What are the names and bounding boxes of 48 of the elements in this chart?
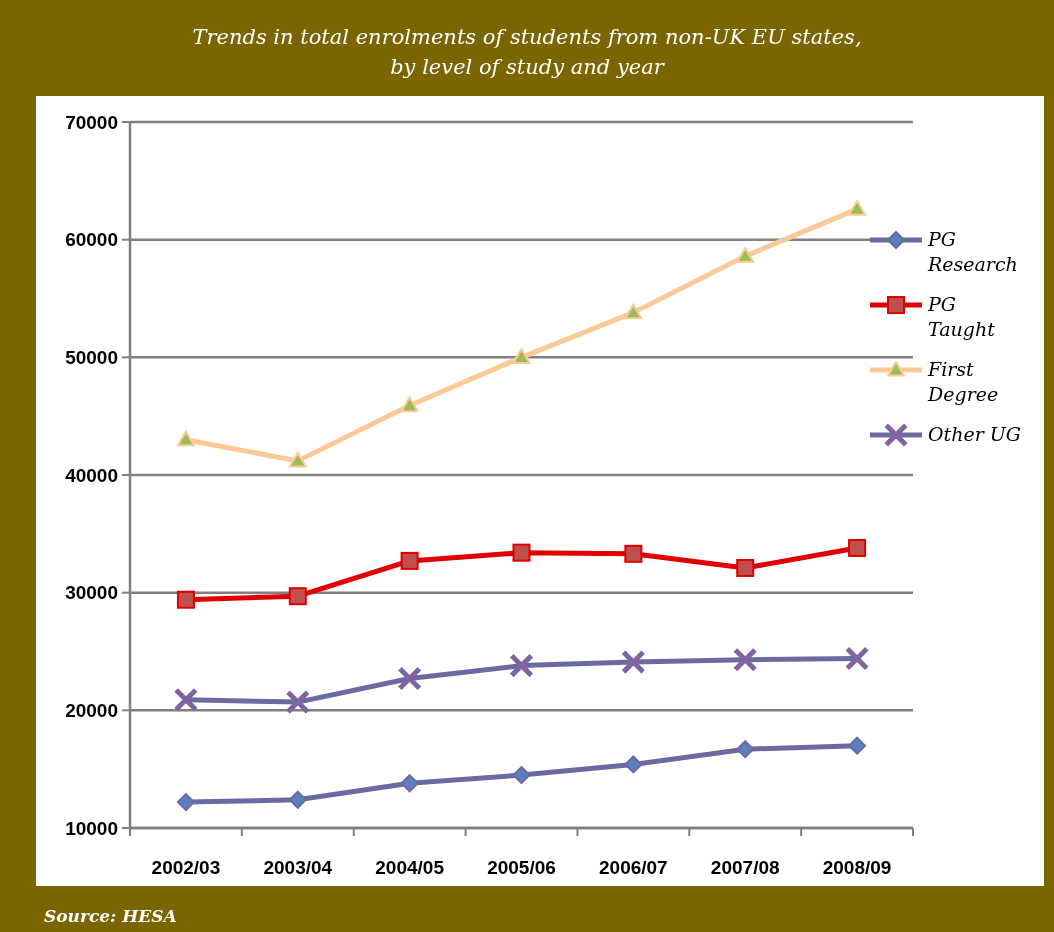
point [175,689,197,711]
point [399,668,421,690]
point [176,590,195,609]
legend-label: PG Taught [927,293,996,340]
point [176,793,195,812]
x-tick-label: 2006/07 [599,857,668,878]
point [288,451,307,468]
point [624,755,643,774]
x-tick-label: 2008/09 [822,857,892,878]
point [736,558,755,577]
point [400,774,419,793]
legend-label: PG Research [927,228,1018,275]
point [848,200,867,216]
point [512,766,531,785]
point [848,736,867,755]
point [288,587,307,606]
x-tick-label: 2004/05 [375,857,445,878]
point [512,348,531,364]
point [287,691,309,713]
x-tick-label: 2005/06 [487,857,556,878]
point [512,543,531,562]
y-tick-label: 50000 [65,346,118,368]
y-tick-label: 10000 [65,817,118,839]
point [736,247,755,263]
point [288,790,307,809]
source-note: Source: HESA [44,906,177,926]
point [176,430,195,447]
x-tick-label: 2007/08 [710,857,780,878]
point [622,651,644,673]
y-tick-label: 60000 [65,229,118,251]
point [400,551,419,570]
x-tick-label: 2002/03 [151,857,221,878]
legend-label: First Degree [927,358,999,405]
y-tick-label: 30000 [65,582,118,604]
point [848,538,867,557]
legend-label: Other UG [928,423,1022,445]
point [736,740,755,759]
point [846,648,868,670]
point [511,655,532,677]
point [734,649,756,671]
y-tick-label: 20000 [65,699,118,721]
point [624,544,643,563]
point [624,303,643,320]
y-tick-label: 70000 [65,111,118,133]
chart-title: Trends in total enrolments of students from non-UK EU states, by level of study and year [192,25,862,79]
y-tick-label: 40000 [65,464,118,486]
point [400,396,419,413]
x-tick-label: 2003/04 [263,857,333,878]
